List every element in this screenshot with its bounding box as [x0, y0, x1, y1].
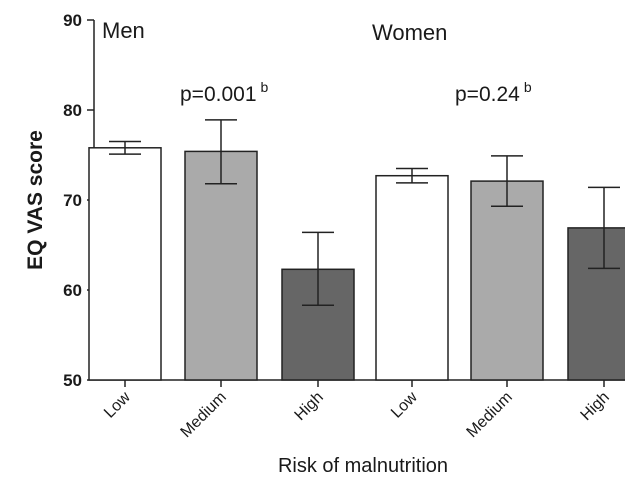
p-value-women-text: p=0.24	[455, 83, 520, 106]
p-value-men-text: p=0.001	[180, 83, 257, 106]
p-value-women: p=0.24 b	[455, 79, 532, 106]
y-tick-label: 90	[63, 11, 82, 30]
group-label-men: Men	[102, 18, 145, 43]
x-tick-label: High	[578, 389, 613, 424]
bar	[567, 227, 625, 381]
x-tick-label: Medium	[464, 389, 516, 441]
p-value-men-superscript: b	[261, 79, 269, 95]
plot-area: 50 60 70 80 90 Low Medium High Low Medium High	[63, 11, 625, 441]
x-axis-title: Risk of malnutrition	[278, 455, 448, 477]
x-tick-label: High	[292, 389, 327, 424]
bar	[375, 174, 449, 381]
y-tick-label: 70	[63, 191, 82, 210]
x-tick-label: Low	[101, 388, 134, 421]
x-tick-label: Medium	[178, 389, 230, 441]
x-tick-label: Low	[388, 388, 421, 421]
p-value-women-superscript: b	[524, 79, 532, 95]
bar	[184, 150, 258, 381]
y-axis-title: EQ VAS score	[24, 130, 47, 270]
bar	[470, 180, 544, 381]
bar	[88, 147, 162, 381]
y-tick-label: 80	[63, 101, 82, 120]
group-label-women: Women	[372, 20, 447, 45]
y-tick-label: 60	[63, 281, 82, 300]
y-tick-label: 50	[63, 371, 82, 390]
p-value-men: p=0.001 b	[180, 79, 269, 106]
